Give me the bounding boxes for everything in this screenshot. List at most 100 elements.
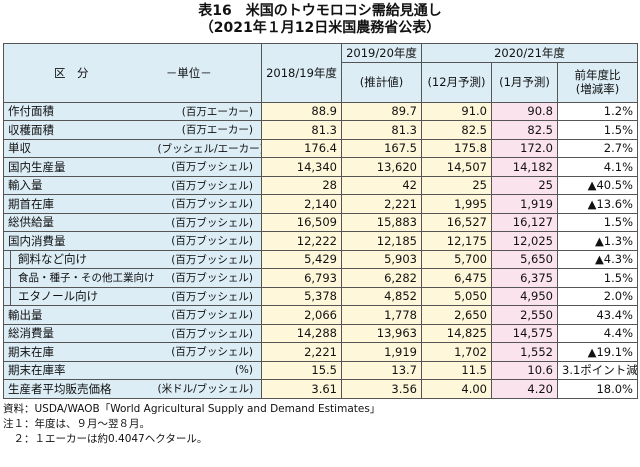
value-cell: 15.5 (261, 360, 342, 380)
value-cell: 2,140 (261, 194, 342, 214)
value-cell: 81.3 (261, 120, 342, 140)
row-label: 単収 (3, 138, 154, 158)
table-row: 生産者平均販売価格 (米ドル/ブッシェル) 3.61 3.56 4.00 4.20 18.0… (3, 379, 638, 399)
value-cell: 172.0 (491, 138, 558, 158)
table-row: 食品・種子・その他工業向け (百万ブッシェル) 6,793 6,282 6,475 6,3… (3, 268, 638, 288)
value-cell: 1.5% (557, 268, 638, 288)
value-cell: 1,778 (341, 305, 422, 325)
row-unit: (ブッシェル/エーカー) (153, 138, 262, 158)
value-cell: 5,903 (341, 249, 422, 269)
value-cell: 6,793 (261, 268, 342, 288)
row-label: 期末在庫率 (3, 360, 154, 380)
value-cell: 4.1% (557, 157, 638, 177)
table-row: 飼料など向け (百万ブッシェル) 5,429 5,903 5,700 5,650 ▲4.3% (3, 249, 638, 269)
row-unit: (百万エーカー) (153, 120, 262, 140)
row-unit: (百万ブッシェル) (153, 231, 262, 251)
notes: 資料：USDA/WAOB「World Agricultural Supply a… (3, 402, 640, 447)
value-cell: 2,550 (491, 305, 558, 325)
title: 表16 米国のトウモロコシ需給見通し (198, 3, 442, 19)
header-cell: 区 分 －単位－ (3, 43, 262, 103)
row-unit: (百万ブッシェル) (153, 249, 262, 269)
value-cell: ▲13.6% (557, 194, 638, 214)
value-cell: 90.8 (491, 101, 558, 121)
value-cell: 4,852 (341, 286, 422, 306)
row-label: 期首在庫 (3, 194, 154, 214)
value-cell: 4.4% (557, 323, 638, 343)
value-cell: 5,050 (421, 286, 492, 306)
value-cell: 4,950 (491, 286, 558, 306)
table-row: 作付面積 (百万エーカー) 88.9 89.7 91.0 90.8 1.2% (3, 101, 638, 121)
note: 資料：USDA/WAOB「World Agricultural Supply a… (3, 402, 381, 415)
value-cell: 12,222 (261, 231, 342, 251)
value-cell: 18.0% (557, 379, 638, 399)
value-cell: 6,282 (341, 268, 422, 288)
row-unit: (百万ブッシェル) (153, 194, 262, 214)
value-cell: 6,375 (491, 268, 558, 288)
value-cell: 3.56 (341, 379, 422, 399)
row-unit: (百万ブッシェル) (153, 175, 262, 195)
row-unit: (百万エーカー) (153, 101, 262, 121)
value-cell: 6,475 (421, 268, 492, 288)
subtitle: （2021年１月12日米国農務省公表） (199, 20, 441, 36)
value-cell: 1.5% (557, 120, 638, 140)
header-cell: 2019/20年度 (341, 43, 422, 63)
value-cell: 25 (421, 175, 492, 195)
value-cell: 2,650 (421, 305, 492, 325)
value-cell: 12,025 (491, 231, 558, 251)
row-label: 生産者平均販売価格 (3, 379, 154, 399)
row-label: 輸入量 (3, 175, 154, 195)
row-label: 総供給量 (3, 212, 154, 232)
value-cell: 2,221 (341, 194, 422, 214)
value-cell: 5,650 (491, 249, 558, 269)
value-cell: 14,182 (491, 157, 558, 177)
table-row: 国内消費量 (百万ブッシェル) 12,222 12,185 12,175 12,025 ▲1… (3, 231, 638, 251)
table-row: 期末在庫 (百万ブッシェル) 2,221 1,919 1,702 1,552 ▲19.1% (3, 342, 638, 362)
value-cell: 13,963 (341, 323, 422, 343)
header-cell: (推計値) (341, 61, 422, 103)
note: ２：１エーカーは約0.4047ヘクタール。 (3, 432, 208, 445)
value-cell: 14,507 (421, 157, 492, 177)
value-cell: 12,175 (421, 231, 492, 251)
row-label: 輸出量 (3, 305, 154, 325)
value-cell: 81.3 (341, 120, 422, 140)
value-cell: ▲1.3% (557, 231, 638, 251)
value-cell: 14,575 (491, 323, 558, 343)
value-cell: 28 (261, 175, 342, 195)
value-cell: 16,509 (261, 212, 342, 232)
row-unit: (%) (153, 360, 262, 380)
value-cell: 89.7 (341, 101, 422, 121)
value-cell: ▲4.3% (557, 249, 638, 269)
value-cell: 91.0 (421, 101, 492, 121)
table-row: 輸入量 (百万ブッシェル) 28 42 25 25 ▲40.5% (3, 175, 638, 195)
value-cell: 2.0% (557, 286, 638, 306)
value-cell: 2,221 (261, 342, 342, 362)
row-label: 食品・種子・その他工業向け (3, 268, 154, 288)
header-cell: (12月予測) (421, 61, 492, 103)
value-cell: 3.61 (261, 379, 342, 399)
table-row: 総消費量 (百万ブッシェル) 14,288 13,963 14,825 14,575 4.4… (3, 323, 638, 343)
row-unit: (百万ブッシェル) (153, 286, 262, 306)
row-label: 総消費量 (3, 323, 154, 343)
value-cell: 82.5 (421, 120, 492, 140)
value-cell: 167.5 (341, 138, 422, 158)
table-row: 期首在庫 (百万ブッシェル) 2,140 2,221 1,995 1,919 ▲13.6% (3, 194, 638, 214)
row-label: 期末在庫 (3, 342, 154, 362)
header-text: 前年度比 (574, 68, 621, 82)
table-row: 輸出量 (百万ブッシェル) 2,066 1,778 2,650 2,550 43.4% (3, 305, 638, 325)
row-label: 作付面積 (3, 101, 154, 121)
value-cell: 1,702 (421, 342, 492, 362)
value-cell: ▲40.5% (557, 175, 638, 195)
row-label: 国内生産量 (3, 157, 154, 177)
value-cell: 14,340 (261, 157, 342, 177)
header-cell: 2018/19年度 (261, 43, 342, 103)
value-cell: 1.5% (557, 212, 638, 232)
value-cell: 1,552 (491, 342, 558, 362)
table-row: 単収 (ブッシェル/エーカー) 176.4 167.5 175.8 172.0 2.7% (3, 138, 638, 158)
value-cell: 5,378 (261, 286, 342, 306)
value-cell: 1.2% (557, 101, 638, 121)
value-cell: 4.20 (491, 379, 558, 399)
value-cell: 16,127 (491, 212, 558, 232)
row-label: 飼料など向け (3, 249, 154, 269)
value-cell: 14,825 (421, 323, 492, 343)
value-cell: 4.00 (421, 379, 492, 399)
